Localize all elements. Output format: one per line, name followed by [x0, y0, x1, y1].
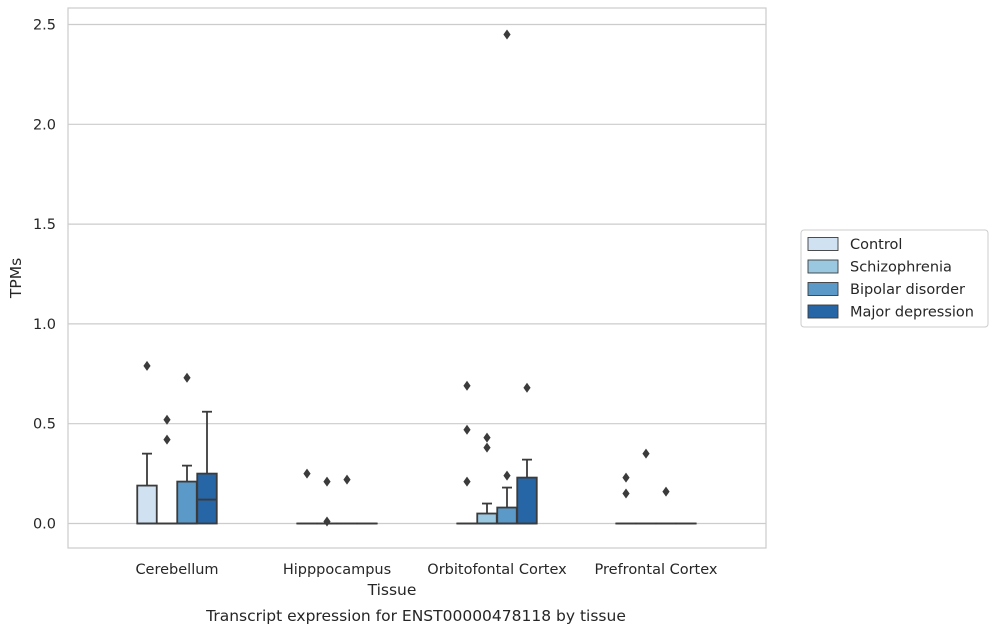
- legend: Control Schizophrenia Bipolar disorder Majo…: [800, 229, 989, 328]
- legend-swatch: [807, 237, 839, 251]
- outlier-point: [323, 476, 331, 487]
- box-control: [136, 360, 158, 525]
- outlier-point: [463, 380, 471, 391]
- x-tick-label: Cerebellum: [135, 562, 218, 578]
- plot-area: [136, 29, 697, 527]
- legend-label: Major depression: [850, 305, 974, 321]
- legend-label: Schizophrenia: [850, 260, 952, 276]
- legend-swatch: [807, 282, 839, 296]
- outlier-point: [303, 468, 311, 479]
- outlier-point: [503, 470, 511, 481]
- outlier-point: [143, 360, 151, 371]
- box-body: [196, 472, 218, 525]
- box-bipolar-disorder: [655, 486, 677, 525]
- y-tick-label: 2.5: [33, 18, 56, 34]
- box-major-depression: [196, 410, 218, 525]
- outlier-point: [642, 448, 650, 459]
- box-bipolar-disorder: [496, 29, 518, 525]
- outlier-point: [622, 472, 630, 483]
- y-tick-label: 0.0: [33, 517, 56, 533]
- box-major-depression: [516, 382, 538, 525]
- legend-label: Control: [850, 237, 902, 253]
- box-body: [136, 484, 158, 525]
- box-control: [615, 472, 637, 525]
- y-tick-label: 1.5: [33, 217, 56, 233]
- legend-swatch: [807, 259, 839, 274]
- outlier-point: [323, 516, 331, 527]
- outlier-point: [622, 488, 630, 499]
- y-tick-label: 0.5: [33, 417, 56, 433]
- outlier-point: [463, 476, 471, 487]
- x-axis-label: Tissue: [367, 581, 417, 599]
- outlier-point: [523, 382, 531, 393]
- outlier-point: [662, 486, 670, 497]
- outlier-point: [343, 474, 351, 485]
- outlier-point: [463, 424, 471, 435]
- box-schizophrenia: [316, 476, 338, 527]
- outlier-point: [483, 442, 491, 453]
- gridlines: [68, 23, 766, 525]
- x-tick-label: Hipppocampus: [283, 562, 391, 578]
- outlier-point: [483, 432, 491, 443]
- outlier-point: [163, 414, 171, 425]
- outlier-point: [183, 372, 191, 383]
- y-tick-label: 2.0: [33, 117, 56, 133]
- legend-swatch: [807, 304, 839, 319]
- box-body: [496, 506, 518, 525]
- box-control: [456, 380, 478, 525]
- legend-label: Bipolar disorder: [850, 282, 965, 298]
- y-axis-label: TPMs: [7, 258, 25, 299]
- outlier-point: [163, 434, 171, 445]
- x-tick-label: Prefrontal Cortex: [595, 562, 718, 578]
- outlier-point: [503, 29, 511, 40]
- box-bipolar-disorder: [336, 474, 358, 525]
- box-schizophrenia: [635, 448, 657, 525]
- x-axis-ticks: Cerebellum Hipppocampus Orbitofontal Corte…: [135, 562, 717, 578]
- plot-frame: [67, 7, 767, 549]
- box-body: [516, 476, 538, 525]
- chart-caption: Transcript expression for ENST0000047811…: [205, 607, 626, 625]
- box-body: [176, 480, 198, 525]
- x-tick-label: Orbitofontal Cortex: [427, 562, 567, 578]
- box-control: [296, 468, 318, 525]
- box-schizophrenia: [156, 414, 178, 525]
- box-body: [476, 512, 498, 525]
- y-axis-ticks: 0.0 0.5 1.0 1.5 2.0 2.5: [33, 18, 56, 533]
- box-schizophrenia: [476, 432, 498, 525]
- box-bipolar-disorder: [176, 372, 198, 525]
- legend-frame: [800, 229, 989, 328]
- y-tick-label: 1.0: [33, 317, 56, 333]
